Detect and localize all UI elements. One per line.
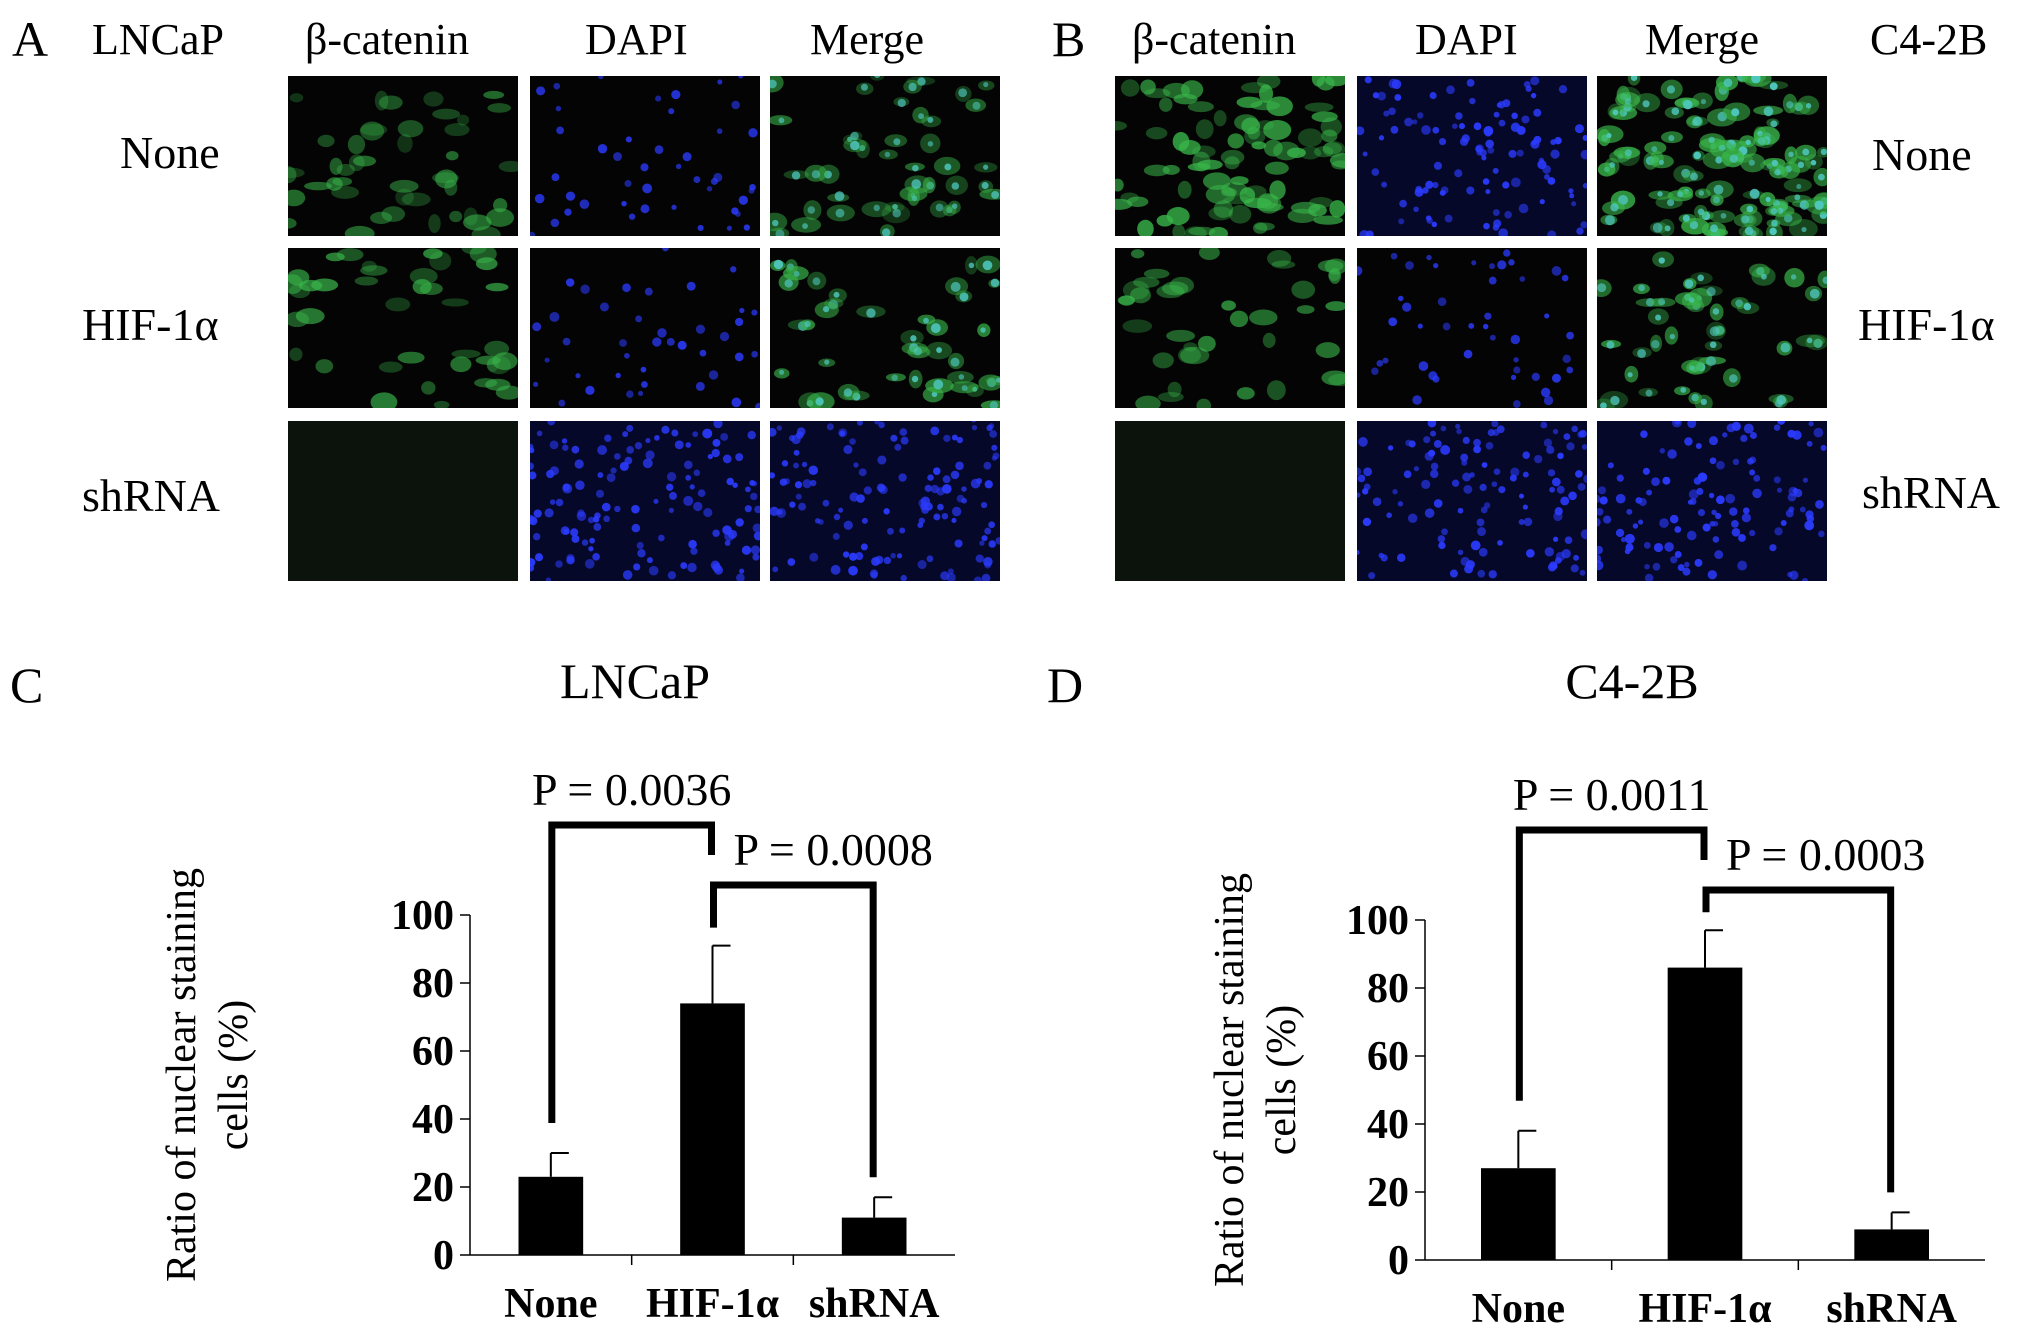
p-value-label: P = 0.0036 — [532, 764, 731, 815]
y-tick-label: 20 — [412, 1165, 454, 1211]
significance-bracket — [1702, 886, 1895, 1193]
y-tick-label: 80 — [412, 961, 454, 1007]
y-axis-label-line: cells (%) — [1259, 1005, 1305, 1155]
x-tick-label: shRNA — [809, 1281, 940, 1327]
panel-b-cell-line: C4-2B — [1870, 15, 1988, 64]
micrograph-b-none-merge — [1597, 76, 1827, 236]
micrograph-a-hif1a-beta-catenin — [288, 248, 518, 408]
y-axis-label-line: Ratio of nuclear staining — [159, 868, 205, 1282]
panel-a-col-beta-catenin: β-catenin — [305, 15, 470, 64]
chart-title: LNCaP — [560, 653, 710, 709]
panel-a-col-dapi: DAPI — [585, 15, 688, 64]
micrograph-a-none-dapi — [530, 76, 760, 236]
bar — [1667, 967, 1743, 1260]
significance-bracket — [1515, 826, 1708, 1101]
p-value-label: P = 0.0008 — [734, 824, 933, 875]
panel-b-col-beta-catenin: β-catenin — [1132, 15, 1297, 64]
bar — [1481, 1168, 1556, 1260]
panel-c-letter: C — [10, 657, 44, 713]
y-tick-label: 20 — [1367, 1170, 1409, 1216]
y-tick-label: 40 — [412, 1097, 454, 1143]
panel-b-col-dapi: DAPI — [1415, 15, 1518, 64]
micrograph-a-hif1a-dapi — [530, 248, 760, 408]
bar — [1854, 1229, 1929, 1260]
panel-b-letter: B — [1052, 11, 1086, 67]
y-tick-label: 0 — [433, 1233, 454, 1279]
significance-bracket — [710, 881, 877, 1178]
y-tick-label: 80 — [1367, 966, 1409, 1012]
y-tick-label: 100 — [391, 893, 454, 939]
y-axis-label-line: cells (%) — [211, 1000, 257, 1150]
panel-a-letter: A — [12, 11, 49, 67]
micrograph-a-hif1a-merge — [770, 248, 1000, 408]
y-axis-label-line: Ratio of nuclear staining — [1207, 873, 1253, 1287]
micrograph-b-hif1a-dapi — [1357, 248, 1587, 408]
micrograph-a-shrna-merge — [770, 421, 1000, 581]
panel-a-col-merge: Merge — [810, 15, 925, 64]
panel-a-row-shrna: shRNA — [82, 470, 221, 521]
panel-b-row-shrna: shRNA — [1862, 467, 2001, 518]
panel-b-col-merge: Merge — [1645, 15, 1760, 64]
micrograph-b-hif1a-merge — [1597, 248, 1827, 408]
y-tick-label: 0 — [1388, 1238, 1409, 1284]
y-tick-label: 60 — [1367, 1034, 1409, 1080]
bar — [680, 1003, 745, 1255]
x-tick-label: None — [504, 1281, 597, 1327]
micrograph-b-none-dapi — [1357, 76, 1587, 236]
panel-d-letter: D — [1047, 657, 1084, 713]
micrograph-a-shrna-beta-catenin — [288, 421, 518, 581]
panel-a-cell-line: LNCaP — [92, 15, 224, 64]
x-tick-label: shRNA — [1826, 1286, 1957, 1332]
panel-b-row-none: None — [1872, 129, 1972, 180]
panel-a-row-none: None — [120, 127, 220, 178]
x-tick-label: None — [1472, 1286, 1565, 1332]
y-tick-label: 60 — [412, 1029, 454, 1075]
p-value-label: P = 0.0011 — [1513, 769, 1711, 820]
y-tick-label: 100 — [1346, 898, 1409, 944]
panel-b-row-hif1a: HIF-1α — [1858, 299, 1995, 350]
x-tick-label: HIF-1α — [646, 1281, 780, 1327]
micrograph-b-shrna-merge — [1597, 421, 1827, 581]
micrograph-b-hif1a-beta-catenin — [1115, 248, 1345, 408]
micrograph-a-shrna-dapi — [530, 421, 760, 581]
significance-bracket — [548, 821, 715, 1123]
micrograph-b-shrna-beta-catenin — [1115, 421, 1345, 581]
x-tick-label: HIF-1α — [1638, 1286, 1772, 1332]
bar — [518, 1176, 584, 1255]
p-value-label: P = 0.0003 — [1726, 829, 1925, 880]
bar — [841, 1217, 907, 1255]
micrograph-b-shrna-dapi — [1357, 421, 1587, 581]
micrograph-a-none-beta-catenin — [288, 76, 518, 236]
chart-title: C4-2B — [1565, 653, 1698, 709]
panel-a-row-hif1a: HIF-1α — [82, 299, 219, 350]
y-tick-label: 40 — [1367, 1102, 1409, 1148]
micrograph-b-none-beta-catenin — [1115, 76, 1345, 236]
micrograph-a-none-merge — [770, 76, 1000, 236]
